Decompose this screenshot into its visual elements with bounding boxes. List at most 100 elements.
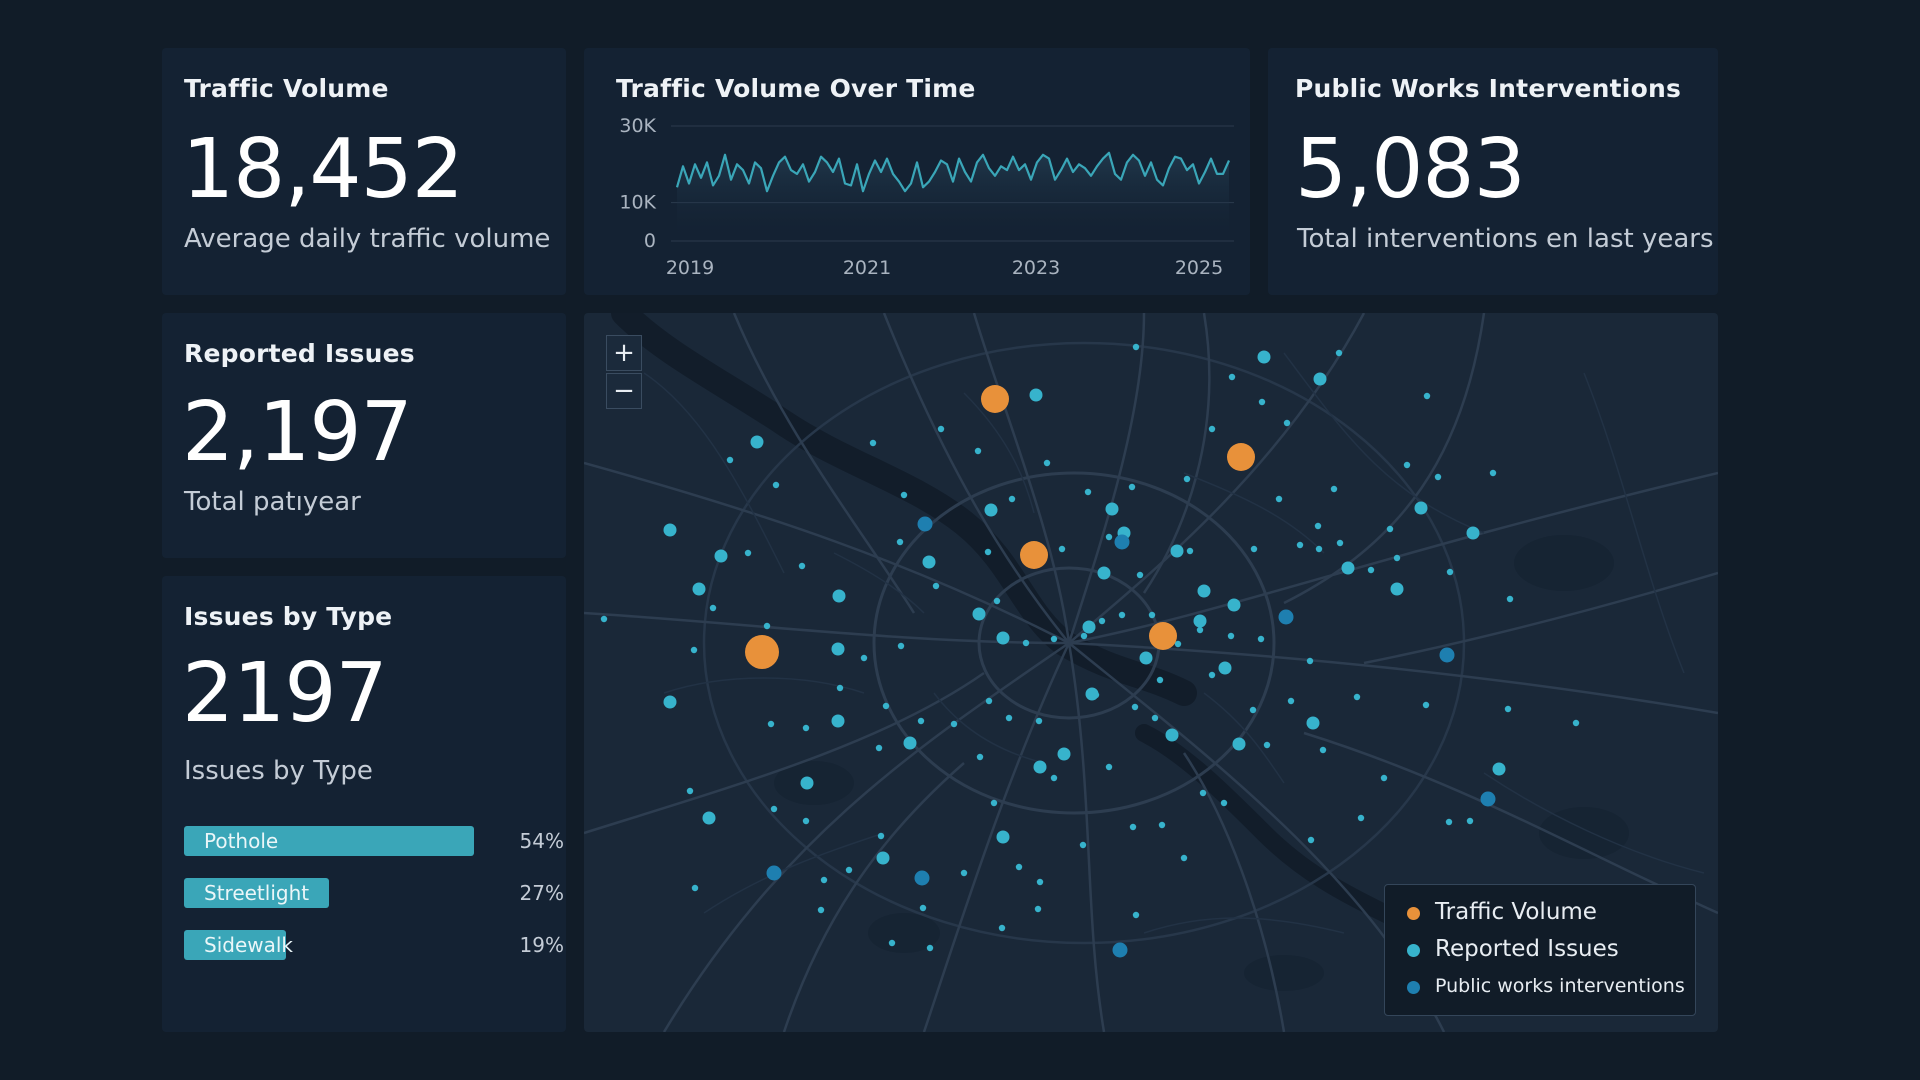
issue-marker: [1423, 392, 1431, 400]
issues-by-type-value: 2197: [182, 646, 388, 741]
issue-marker: [1263, 741, 1271, 749]
zoom-out-button[interactable]: −: [606, 373, 642, 409]
issue-marker: [1085, 687, 1099, 701]
issue-marker: [1180, 854, 1188, 862]
issue-marker: [985, 697, 993, 705]
y-tick-label: 30K: [619, 115, 656, 137]
issue-marker: [996, 631, 1010, 645]
legend-dot-traffic: [1407, 907, 1420, 920]
city-map[interactable]: + − Traffic Volume Reported Issues Publi…: [584, 313, 1718, 1032]
issue-marker: [1165, 728, 1179, 742]
issue-marker: [744, 549, 752, 557]
park: [1244, 955, 1324, 991]
issue-marker: [1257, 350, 1271, 364]
issue-marker: [770, 805, 778, 813]
issue-marker: [976, 753, 984, 761]
issue-marker: [1128, 483, 1136, 491]
issue-marker: [1193, 614, 1207, 628]
issue-marker: [1132, 343, 1140, 351]
traffic-trend-title: Traffic Volume Over Time: [616, 74, 976, 103]
issue-marker: [763, 622, 771, 630]
reported-issues-subtitle: Total patıyear: [184, 487, 361, 517]
issue-marker: [1131, 703, 1139, 711]
issue-marker: [798, 562, 806, 570]
bar-pct-streetlight: 27%: [519, 881, 564, 905]
traffic-volume-value: 18,452: [182, 122, 464, 217]
issue-marker: [726, 456, 734, 464]
issue-marker: [1390, 582, 1404, 596]
issue-marker: [691, 884, 699, 892]
issue-marker: [1232, 737, 1246, 751]
issue-marker: [860, 654, 868, 662]
issue-marker: [714, 549, 728, 563]
issue-marker: [960, 869, 968, 877]
bar-row-streetlight: Streetlight 27%: [184, 878, 564, 908]
issue-marker: [1197, 584, 1211, 598]
issue-marker: [1380, 774, 1388, 782]
traffic-volume-title: Traffic Volume: [184, 74, 389, 103]
issue-marker: [1367, 566, 1375, 574]
issue-marker: [950, 720, 958, 728]
issue-marker: [990, 799, 998, 807]
issue-marker: [1220, 799, 1228, 807]
park: [774, 761, 854, 805]
issue-marker: [1306, 716, 1320, 730]
issue-marker: [888, 939, 896, 947]
issue-marker: [1105, 502, 1119, 516]
issue-marker: [1357, 814, 1365, 822]
issue-marker: [926, 944, 934, 952]
issue-marker: [1058, 545, 1066, 553]
issue-marker: [1330, 485, 1338, 493]
issue-marker: [974, 447, 982, 455]
interventions-card: Public Works Interventions 5,083 Total i…: [1268, 48, 1718, 295]
issue-marker: [1313, 372, 1327, 386]
issue-marker: [690, 646, 698, 654]
issue-marker: [802, 724, 810, 732]
issue-marker: [600, 615, 608, 623]
issue-marker: [709, 604, 717, 612]
bar-label-pothole: Pothole: [204, 829, 279, 853]
issue-marker: [1199, 789, 1207, 797]
issue-marker: [1466, 526, 1480, 540]
interventions-subtitle: Total interventions en last years: [1297, 224, 1714, 254]
issue-marker: [802, 817, 810, 825]
traffic-marker: [1020, 541, 1048, 569]
issue-marker: [1422, 701, 1430, 709]
issue-marker: [972, 607, 986, 621]
issue-marker: [820, 876, 828, 884]
intervention-marker: [1114, 534, 1130, 550]
issue-marker: [1015, 863, 1023, 871]
issue-marker: [996, 830, 1010, 844]
issue-marker: [1057, 747, 1071, 761]
issue-marker: [1050, 635, 1058, 643]
traffic-volume-card: Traffic Volume 18,452 Average daily traf…: [162, 48, 566, 295]
issue-marker: [1174, 640, 1182, 648]
issue-marker: [750, 435, 764, 449]
issue-marker: [1084, 488, 1092, 496]
map-canvas[interactable]: [584, 313, 1718, 1032]
bar-label-sidewalk: Sidewalk: [204, 933, 294, 957]
traffic-marker: [1149, 622, 1177, 650]
issue-marker: [1105, 763, 1113, 771]
issue-marker: [876, 851, 890, 865]
legend-dot-issues: [1407, 944, 1420, 957]
map-legend: Traffic Volume Reported Issues Public wo…: [1384, 884, 1696, 1016]
issue-marker: [1306, 657, 1314, 665]
issue-marker: [869, 439, 877, 447]
issue-marker: [836, 684, 844, 692]
issue-marker: [882, 702, 890, 710]
intervention-marker: [1480, 791, 1496, 807]
issue-marker: [1035, 717, 1043, 725]
issue-marker: [1043, 459, 1051, 467]
middle-ring-road: [872, 471, 1276, 815]
issue-marker: [1022, 639, 1030, 647]
park: [1539, 807, 1629, 859]
issue-marker: [1208, 425, 1216, 433]
y-tick-label: 0: [644, 230, 656, 252]
issue-marker: [1492, 762, 1506, 776]
issue-marker: [1283, 419, 1291, 427]
zoom-in-button[interactable]: +: [606, 335, 642, 371]
issue-marker: [1151, 714, 1159, 722]
issue-marker: [1186, 547, 1194, 555]
issue-marker: [1080, 632, 1088, 640]
